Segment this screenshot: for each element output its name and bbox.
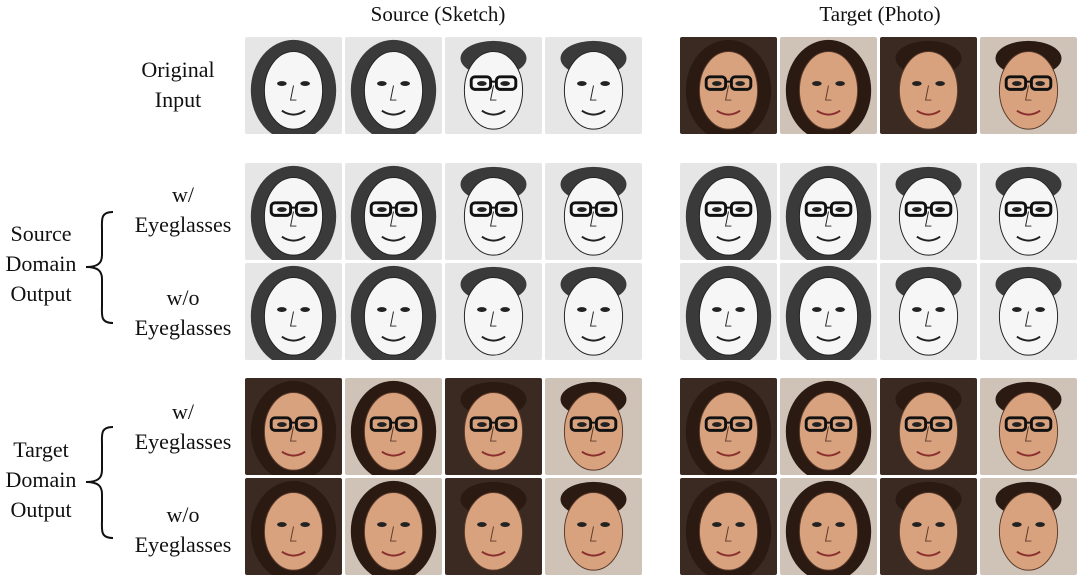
- face-sketch-woman-2-without-glasses: [345, 478, 442, 575]
- label-line: Target: [13, 437, 69, 462]
- label-line: Domain: [5, 467, 77, 492]
- label-line: w/: [172, 182, 194, 207]
- face-photo-man-2-with-glasses: [980, 378, 1077, 475]
- label-line: Eyeglasses: [134, 532, 232, 557]
- face-photo-man-2-without-glasses: [980, 263, 1077, 360]
- face-photo-man-2-with-glasses: [980, 163, 1077, 260]
- label-line: Original: [141, 57, 215, 82]
- target-brace-icon: [85, 426, 114, 539]
- label-line: Source: [10, 221, 72, 246]
- label-line: w/: [172, 399, 194, 424]
- face-sketch-woman-2-with-glasses: [345, 378, 442, 475]
- label-line: Output: [10, 281, 72, 306]
- face-sketch-man-1-with-glasses: [445, 163, 542, 260]
- face-sketch-man-1-without-glasses: [445, 478, 542, 575]
- label-src-with-glasses: w/ Eyeglasses: [113, 180, 253, 240]
- label-tgt-with-glasses: w/ Eyeglasses: [113, 397, 253, 457]
- grid-target-domain-photo: [680, 378, 1077, 575]
- label-target-domain-output: Target Domain Output: [0, 435, 82, 525]
- face-sketch-woman-1-without-glasses: [245, 478, 342, 575]
- face-sketch-man-1-without-glasses: [445, 263, 542, 360]
- face-photo-man-2-without-glasses: [980, 478, 1077, 575]
- face-photo-man-1-with-glasses: [880, 378, 977, 475]
- grid-source-domain-target-faces: [680, 163, 1077, 360]
- source-header: Source (Sketch): [370, 2, 506, 26]
- face-sketch-woman-1-with-glasses: [245, 163, 342, 260]
- face-sketch-man-2-input: [545, 37, 642, 134]
- face-photo-man-1-input: [880, 37, 977, 134]
- face-photo-woman-1-without-glasses: [680, 263, 777, 360]
- face-photo-woman-1-without-glasses: [680, 478, 777, 575]
- label-line: Input: [154, 87, 202, 112]
- label-line: Eyeglasses: [134, 315, 232, 340]
- face-photo-man-1-with-glasses: [880, 163, 977, 260]
- face-sketch-woman-1-input: [245, 37, 342, 134]
- face-sketch-woman-1-without-glasses: [245, 263, 342, 360]
- grid-target-domain-sketch-faces: [245, 378, 642, 575]
- label-line: Eyeglasses: [134, 429, 232, 454]
- face-sketch-woman-1-with-glasses: [245, 378, 342, 475]
- label-line: Domain: [5, 251, 77, 276]
- face-photo-woman-2-with-glasses: [780, 163, 877, 260]
- label-line: Output: [10, 497, 72, 522]
- label-line: w/o: [166, 285, 200, 310]
- face-photo-man-1-without-glasses: [880, 478, 977, 575]
- face-sketch-man-2-with-glasses: [545, 163, 642, 260]
- target-header: Target (Photo): [819, 2, 941, 26]
- label-src-without-glasses: w/o Eyeglasses: [113, 283, 253, 343]
- face-sketch-woman-2-without-glasses: [345, 263, 442, 360]
- source-brace-icon: [85, 211, 114, 324]
- face-photo-woman-1-with-glasses: [680, 163, 777, 260]
- grid-source-original: [245, 37, 642, 134]
- face-sketch-man-1-input: [445, 37, 542, 134]
- face-sketch-man-2-with-glasses: [545, 378, 642, 475]
- label-tgt-without-glasses: w/o Eyeglasses: [113, 500, 253, 560]
- grid-source-domain-sketch: [245, 163, 642, 360]
- face-sketch-woman-2-input: [345, 37, 442, 134]
- label-line: w/o: [166, 502, 200, 527]
- label-source-domain-output: Source Domain Output: [0, 219, 82, 309]
- label-original-input: Original Input: [108, 55, 248, 115]
- face-photo-woman-1-input: [680, 37, 777, 134]
- face-photo-woman-2-without-glasses: [780, 263, 877, 360]
- grid-target-original: [680, 37, 1077, 134]
- face-sketch-man-2-without-glasses: [545, 478, 642, 575]
- label-line: Eyeglasses: [134, 212, 232, 237]
- face-photo-man-1-without-glasses: [880, 263, 977, 360]
- face-photo-man-2-input: [980, 37, 1077, 134]
- face-photo-woman-2-with-glasses: [780, 378, 877, 475]
- face-photo-woman-2-input: [780, 37, 877, 134]
- face-photo-woman-2-without-glasses: [780, 478, 877, 575]
- face-photo-woman-1-with-glasses: [680, 378, 777, 475]
- face-sketch-man-1-with-glasses: [445, 378, 542, 475]
- face-sketch-man-2-without-glasses: [545, 263, 642, 360]
- face-sketch-woman-2-with-glasses: [345, 163, 442, 260]
